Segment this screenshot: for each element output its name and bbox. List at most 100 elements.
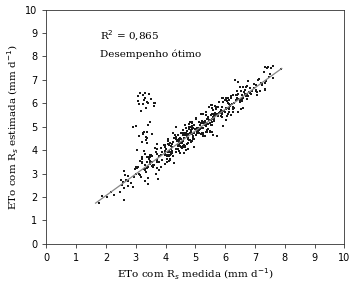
Point: [155, 176, 161, 181]
Point: [134, 165, 140, 170]
Point: [189, 132, 194, 136]
Point: [210, 132, 216, 137]
Point: [186, 138, 192, 143]
Point: [198, 132, 204, 137]
Point: [259, 82, 265, 86]
Point: [120, 183, 125, 187]
Point: [175, 138, 181, 142]
Point: [205, 127, 210, 132]
Point: [203, 122, 208, 127]
Point: [205, 122, 211, 126]
Point: [239, 97, 245, 101]
Point: [192, 130, 197, 135]
Point: [163, 162, 168, 166]
Point: [121, 169, 127, 174]
Point: [219, 114, 224, 119]
Point: [151, 103, 157, 108]
Point: [150, 164, 156, 169]
Point: [270, 63, 276, 68]
Point: [190, 134, 196, 139]
Point: [182, 145, 188, 150]
Point: [203, 130, 209, 135]
Point: [137, 173, 143, 178]
Point: [175, 144, 180, 148]
Point: [122, 173, 127, 177]
Point: [214, 112, 220, 116]
Point: [145, 100, 151, 105]
Point: [222, 98, 227, 102]
Point: [239, 93, 245, 98]
Point: [258, 81, 264, 85]
Point: [180, 144, 186, 149]
Point: [154, 158, 159, 162]
Point: [215, 113, 221, 118]
Point: [206, 115, 211, 120]
Point: [131, 175, 136, 180]
Point: [185, 141, 190, 145]
Point: [230, 109, 236, 114]
Point: [219, 110, 224, 115]
Point: [209, 106, 215, 111]
Point: [162, 149, 168, 153]
Point: [196, 130, 201, 135]
Point: [203, 124, 209, 129]
Point: [142, 163, 148, 168]
Point: [235, 109, 241, 114]
Point: [209, 119, 215, 124]
Point: [210, 115, 216, 119]
Point: [143, 138, 149, 143]
Point: [168, 144, 174, 149]
Point: [167, 148, 172, 153]
Point: [168, 152, 174, 156]
Point: [165, 137, 171, 141]
Point: [145, 182, 151, 186]
Point: [267, 72, 273, 76]
Point: [225, 99, 230, 103]
Point: [242, 88, 248, 92]
Point: [278, 67, 284, 71]
Point: [230, 104, 236, 109]
Text: R$^2$ = 0,865: R$^2$ = 0,865: [100, 28, 159, 43]
Point: [180, 131, 185, 136]
Point: [262, 86, 268, 91]
Point: [167, 156, 173, 161]
Point: [186, 138, 192, 143]
Point: [216, 99, 222, 104]
Point: [266, 64, 271, 69]
Point: [177, 141, 182, 145]
Point: [205, 122, 211, 126]
Point: [194, 130, 200, 135]
Point: [254, 92, 260, 97]
Text: Desempenho ótimo: Desempenho ótimo: [100, 49, 201, 59]
Point: [144, 99, 150, 104]
Point: [211, 118, 217, 123]
Point: [193, 115, 199, 120]
Point: [237, 98, 243, 103]
Point: [183, 132, 189, 137]
Point: [196, 130, 201, 135]
Point: [138, 109, 144, 113]
Point: [198, 132, 204, 136]
Point: [209, 130, 215, 134]
Point: [194, 128, 200, 132]
Point: [212, 114, 218, 118]
Point: [167, 150, 173, 155]
Point: [224, 113, 230, 118]
Point: [158, 153, 164, 158]
Point: [140, 156, 145, 161]
Point: [147, 158, 153, 163]
Point: [182, 133, 188, 137]
Point: [96, 200, 101, 205]
Point: [200, 126, 205, 131]
Point: [181, 150, 187, 155]
Point: [210, 116, 216, 121]
Point: [142, 91, 148, 95]
Point: [190, 137, 196, 141]
Point: [234, 93, 239, 97]
Point: [161, 143, 167, 148]
Point: [199, 119, 205, 124]
Point: [223, 105, 229, 110]
Point: [203, 113, 209, 118]
Point: [128, 181, 134, 185]
Point: [143, 134, 149, 139]
